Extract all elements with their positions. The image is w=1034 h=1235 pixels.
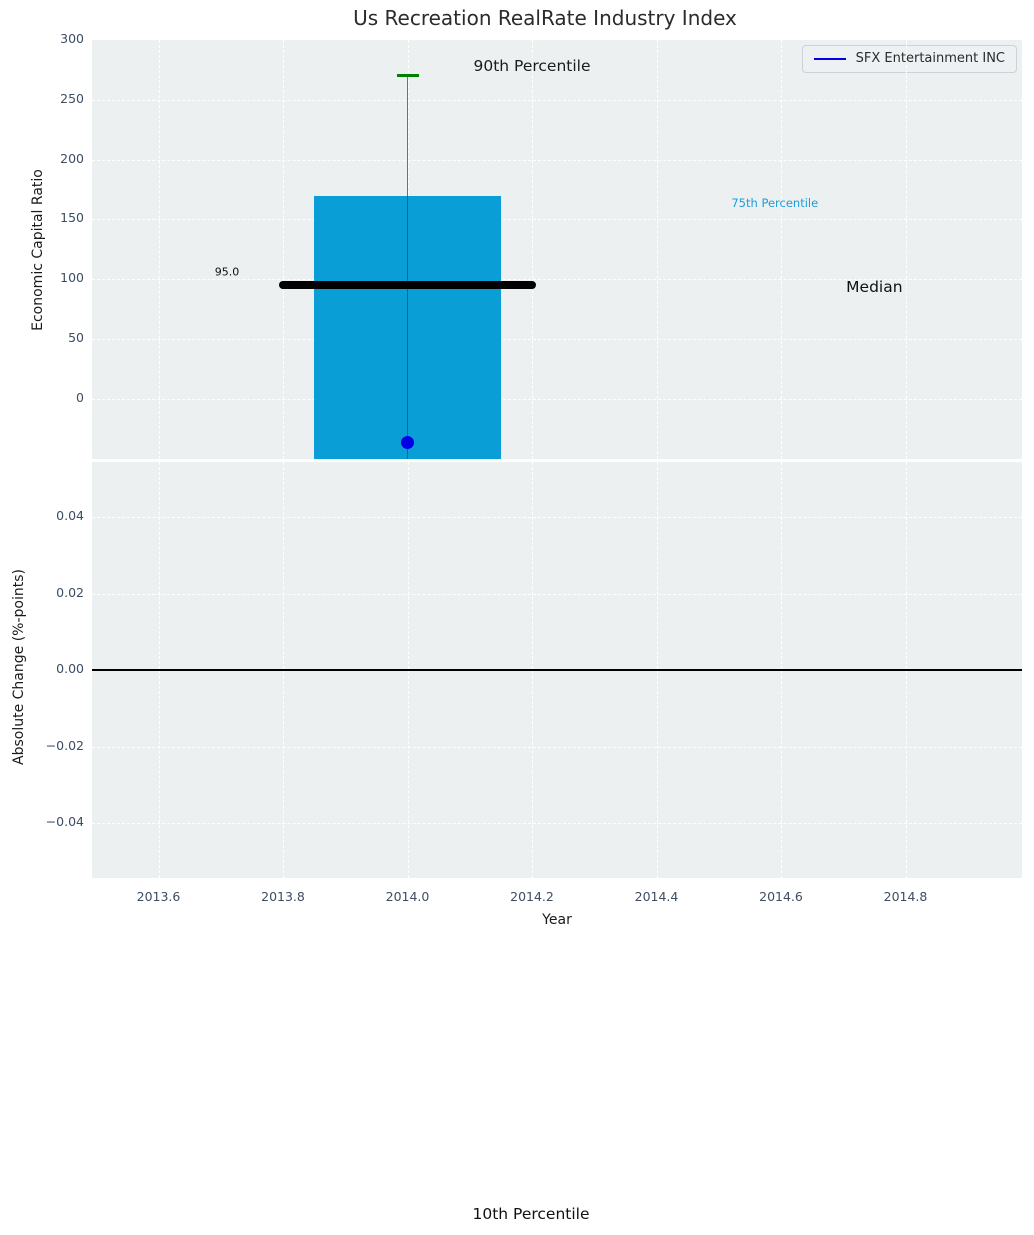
x-gridline (283, 40, 284, 459)
y-gridline (92, 159, 1022, 161)
x-tick-label: 2014.8 (883, 889, 928, 904)
y-tick-label: 50 (68, 330, 84, 346)
x-tick-label: 2013.6 (136, 889, 181, 904)
y-gridline (92, 746, 1022, 748)
y-tick-label: 150 (60, 210, 84, 226)
y-gridline (92, 339, 1022, 341)
annotation-95-0: 95.0 (214, 265, 240, 279)
y-tick-label: −0.04 (45, 814, 84, 829)
zero-line (92, 669, 1022, 671)
x-tick-label: 2014.6 (759, 889, 803, 904)
annotation-median: Median (846, 277, 903, 296)
x-tick-label: 2014.4 (634, 889, 679, 904)
chart-title: Us Recreation RealRate Industry Index (353, 6, 737, 30)
legend: SFX Entertainment INC (801, 45, 1017, 73)
median-line (279, 281, 536, 290)
legend-label: SFX Entertainment INC (855, 51, 1005, 66)
company-point (401, 435, 414, 449)
legend-line-sample (813, 57, 846, 60)
y-axis-label-top: Economic Capital Ratio (30, 169, 46, 331)
y-gridline (92, 517, 1022, 518)
annotation-75th-percentile: 75th Percentile (731, 195, 819, 210)
x-tick-label: 2014.0 (385, 889, 430, 904)
y-tick-label: 300 (60, 30, 84, 46)
y-tick-label: 0.04 (56, 508, 84, 523)
x-gridline (158, 40, 160, 459)
x-axis-label: Year (542, 912, 572, 928)
y-tick-label: 100 (60, 270, 84, 286)
y-gridline (92, 279, 1022, 281)
y-gridline (92, 823, 1022, 824)
annotation-90th-percentile: 90th Percentile (473, 57, 591, 76)
axes-top-economic-capital-ratio: SFX Entertainment INC 90th Percentile 75t… (92, 40, 1022, 459)
y-tick-label: 200 (60, 150, 84, 166)
y-gridline (92, 399, 1022, 400)
y-tick-label: 0.00 (56, 661, 84, 676)
x-gridline (781, 40, 782, 459)
x-tick-label: 2013.8 (261, 889, 305, 904)
annotation-10th-percentile: 10th Percentile (472, 1205, 590, 1223)
y-tick-label: 0 (76, 390, 84, 405)
axes-bottom-absolute-change (92, 462, 1022, 878)
x-tick-label: 2014.2 (510, 889, 554, 904)
x-gridline (905, 40, 907, 459)
y-gridline (92, 219, 1022, 221)
x-gridline (656, 40, 658, 459)
p90-cap (396, 74, 419, 78)
whisker-line (406, 75, 409, 459)
y-tick-label: −0.02 (45, 737, 84, 753)
x-gridline (532, 40, 533, 459)
y-tick-label: 250 (60, 90, 84, 106)
y-gridline (92, 99, 1022, 101)
y-gridline (92, 593, 1022, 595)
y-tick-label: 0.02 (56, 584, 84, 600)
